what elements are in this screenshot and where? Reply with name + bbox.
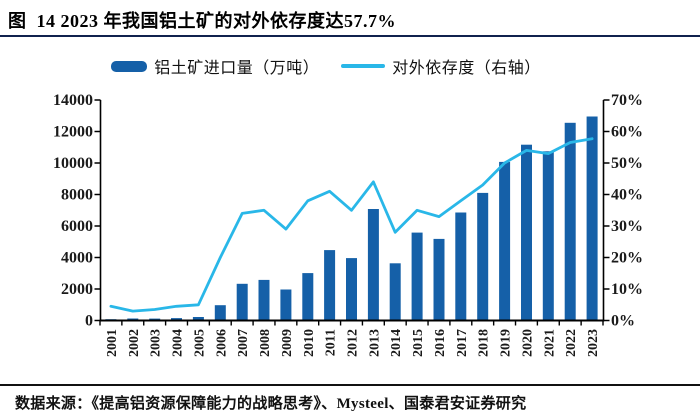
year-label-2014: 2014	[389, 329, 404, 357]
right-tick-label: 20%	[611, 250, 643, 267]
bar-2004	[171, 318, 182, 321]
left-tick-label: 4000	[61, 250, 93, 267]
left-tick-label: 8000	[61, 187, 93, 204]
bar-2013	[367, 209, 379, 321]
bar-2009	[280, 289, 292, 321]
bar-2020	[521, 144, 532, 321]
year-label-2002: 2002	[127, 329, 142, 357]
year-label-2013: 2013	[367, 329, 382, 357]
title-divider	[0, 35, 700, 37]
year-label-2001: 2001	[105, 329, 120, 357]
bar-2005	[192, 317, 204, 321]
bar-2018	[477, 192, 489, 321]
bar-2019	[499, 161, 511, 321]
legend-label-dependence: 对外依存度（右轴）	[392, 60, 541, 77]
left-tick-label: 14000	[53, 92, 93, 109]
legend: 铝土矿进口量（万吨） 对外依存度（右轴）	[0, 54, 676, 78]
legend-item-dependence: 对外依存度（右轴）	[341, 54, 541, 78]
legend-item-imports: 铝土矿进口量（万吨）	[111, 54, 319, 78]
year-label-2009: 2009	[280, 329, 295, 357]
year-label-2004: 2004	[171, 329, 186, 357]
left-tick-label: 12000	[53, 124, 93, 141]
left-tick-label: 2000	[61, 281, 93, 298]
year-label-2016: 2016	[433, 329, 448, 357]
legend-label-imports: 铝土矿进口量（万吨）	[154, 60, 320, 77]
bar-2008	[258, 279, 270, 321]
bar-2006	[214, 305, 226, 321]
left-tick-label: 0	[85, 313, 93, 330]
year-label-2017: 2017	[455, 329, 470, 357]
bar-series-swatch-icon	[111, 60, 148, 72]
left-tick-label: 6000	[61, 218, 93, 235]
left-tick-label: 10000	[53, 155, 93, 172]
bar-2017	[455, 212, 467, 321]
right-tick-label: 50%	[611, 155, 643, 172]
chart-title: 图 14 2023 年我国铝土矿的对外依存度达57.7%	[8, 11, 396, 31]
year-label-2011: 2011	[324, 329, 339, 356]
bar-2007	[236, 283, 248, 321]
line-series-swatch-icon	[341, 64, 386, 68]
footer-divider	[0, 384, 700, 386]
right-tick-label: 40%	[611, 187, 643, 204]
year-label-2012: 2012	[346, 329, 361, 357]
bar-2014	[389, 263, 401, 321]
year-label-2023: 2023	[586, 329, 601, 357]
bar-2021	[542, 151, 554, 321]
year-label-2010: 2010	[302, 329, 317, 357]
bar-2015	[411, 232, 423, 321]
year-label-2003: 2003	[149, 329, 164, 357]
bar-2012	[346, 258, 357, 321]
year-label-2018: 2018	[477, 329, 492, 357]
dependence-line	[109, 137, 594, 313]
right-tick-label: 70%	[611, 92, 643, 109]
year-label-2020: 2020	[520, 329, 535, 357]
right-tick-label: 30%	[611, 218, 643, 235]
bar-2011	[324, 250, 336, 321]
year-label-2005: 2005	[192, 329, 207, 357]
bar-2016	[433, 238, 445, 321]
year-label-2022: 2022	[564, 329, 579, 357]
right-tick-label: 10%	[611, 281, 643, 298]
data-source: 数据来源：《提高铝资源保障能力的战略思考》、Mysteel、国泰君安证券研究	[15, 396, 527, 412]
year-label-2019: 2019	[499, 329, 514, 357]
bar-2022	[564, 122, 576, 321]
year-label-2008: 2008	[258, 329, 273, 357]
year-label-2006: 2006	[214, 329, 229, 357]
year-label-2007: 2007	[236, 329, 251, 357]
year-label-2015: 2015	[411, 329, 426, 357]
bar-2023	[586, 116, 598, 321]
right-tick-label: 60%	[611, 124, 643, 141]
bar-2010	[302, 273, 314, 321]
right-tick-label: 0%	[611, 313, 635, 330]
year-label-2021: 2021	[542, 329, 557, 357]
